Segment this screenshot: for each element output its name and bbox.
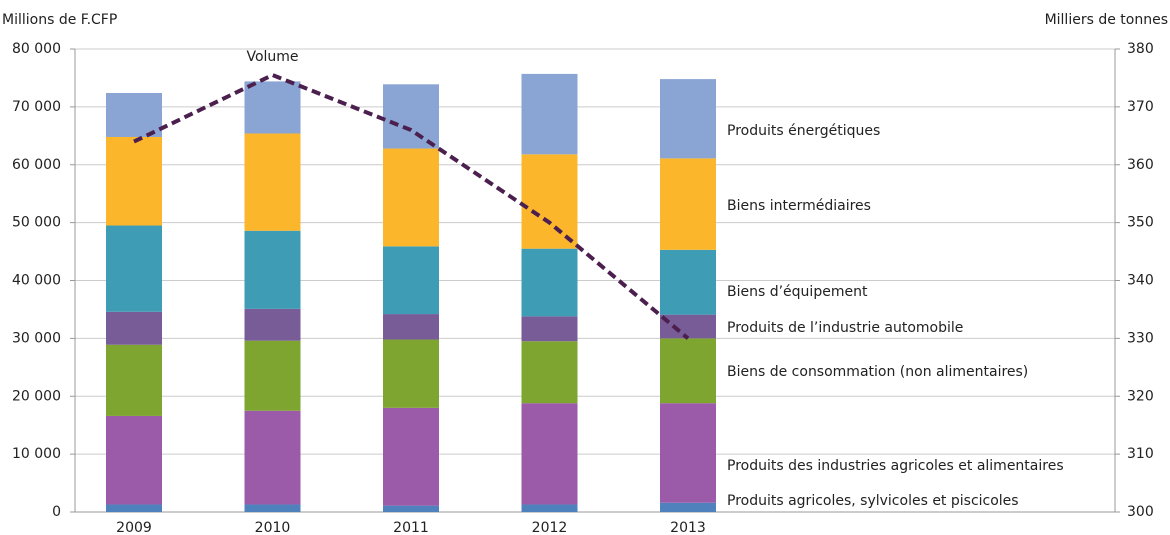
series-label: Biens intermédiaires [727,198,871,214]
y2-tick-label: 380 [1127,41,1154,57]
y2-tick-label: 330 [1127,330,1154,346]
y-axis-label: Millions de F.CFP [2,12,117,28]
x-tick-label: 2013 [670,520,706,535]
bar-segment [244,81,301,134]
bar-segment [106,92,162,137]
x-tick-label: 2011 [393,520,429,535]
line-label: Volume [246,49,298,65]
y-tick-label: 30 000 [12,330,61,346]
y-tick-label: 0 [52,504,61,520]
bar-segment [383,148,439,247]
bar-segment [106,415,162,505]
bar-segment [383,84,439,149]
bar-segment [660,502,716,512]
y-tick-label: 50 000 [12,215,61,231]
bar-segment [383,407,439,506]
y2-axis-label: Milliers de tonnes [1045,12,1168,28]
series-label: Produits de l’industrie automobile [727,320,963,336]
bar-segment [244,133,301,231]
y-tick-label: 10 000 [12,446,61,462]
bar-segment [106,225,162,312]
bar-segment [660,403,716,503]
x-tick-label: 2010 [255,520,291,535]
bar-segment [521,154,578,249]
series-label: Produits des industries agricoles et ali… [727,458,1064,474]
bar-segment [521,73,578,155]
series-label: Biens d’équipement [727,284,868,300]
bar-segment [660,158,716,250]
y-tick-label: 60 000 [12,157,61,173]
y2-tick-label: 300 [1127,504,1154,520]
bar-segment [244,308,301,341]
series-label: Biens de consommation (non alimentaires) [727,364,1028,380]
bar-segment [660,338,716,404]
bar-segment [521,316,578,342]
bar-segment [383,314,439,340]
bar-segment [106,136,162,226]
bar-segment [660,249,716,315]
bar-segment [660,314,716,339]
y2-tick-label: 340 [1127,273,1154,289]
series-label: Produits énergétiques [727,123,880,139]
bar-segment [521,341,578,404]
y2-tick-label: 310 [1127,446,1154,462]
bar-segment [521,504,578,512]
line-series [133,72,690,340]
bar-segment [244,340,301,411]
bar-segment [383,246,439,315]
y-tick-label: 40 000 [12,273,61,289]
y-tick-label: 70 000 [12,99,61,115]
bar-segment [660,79,716,159]
x-tick-label: 2012 [532,520,568,535]
y2-tick-label: 350 [1127,215,1154,231]
bar-segment [521,248,578,317]
bar-segment [244,410,301,505]
bar-segment [383,505,439,512]
bar-segment [106,311,162,345]
bar-segment [383,339,439,408]
y2-tick-label: 360 [1127,157,1154,173]
y-tick-label: 80 000 [12,41,61,57]
bar-segment [106,344,162,416]
y2-tick-label: 370 [1127,99,1154,115]
series-label: Produits agricoles, sylvicoles et piscic… [727,493,1019,509]
bar-segment [521,403,578,505]
bar-segment [244,504,301,512]
y2-tick-label: 320 [1127,388,1154,404]
y-tick-label: 20 000 [12,388,61,404]
bar-segment [244,230,301,309]
x-tick-label: 2009 [116,520,152,535]
bar-segment [106,504,162,512]
